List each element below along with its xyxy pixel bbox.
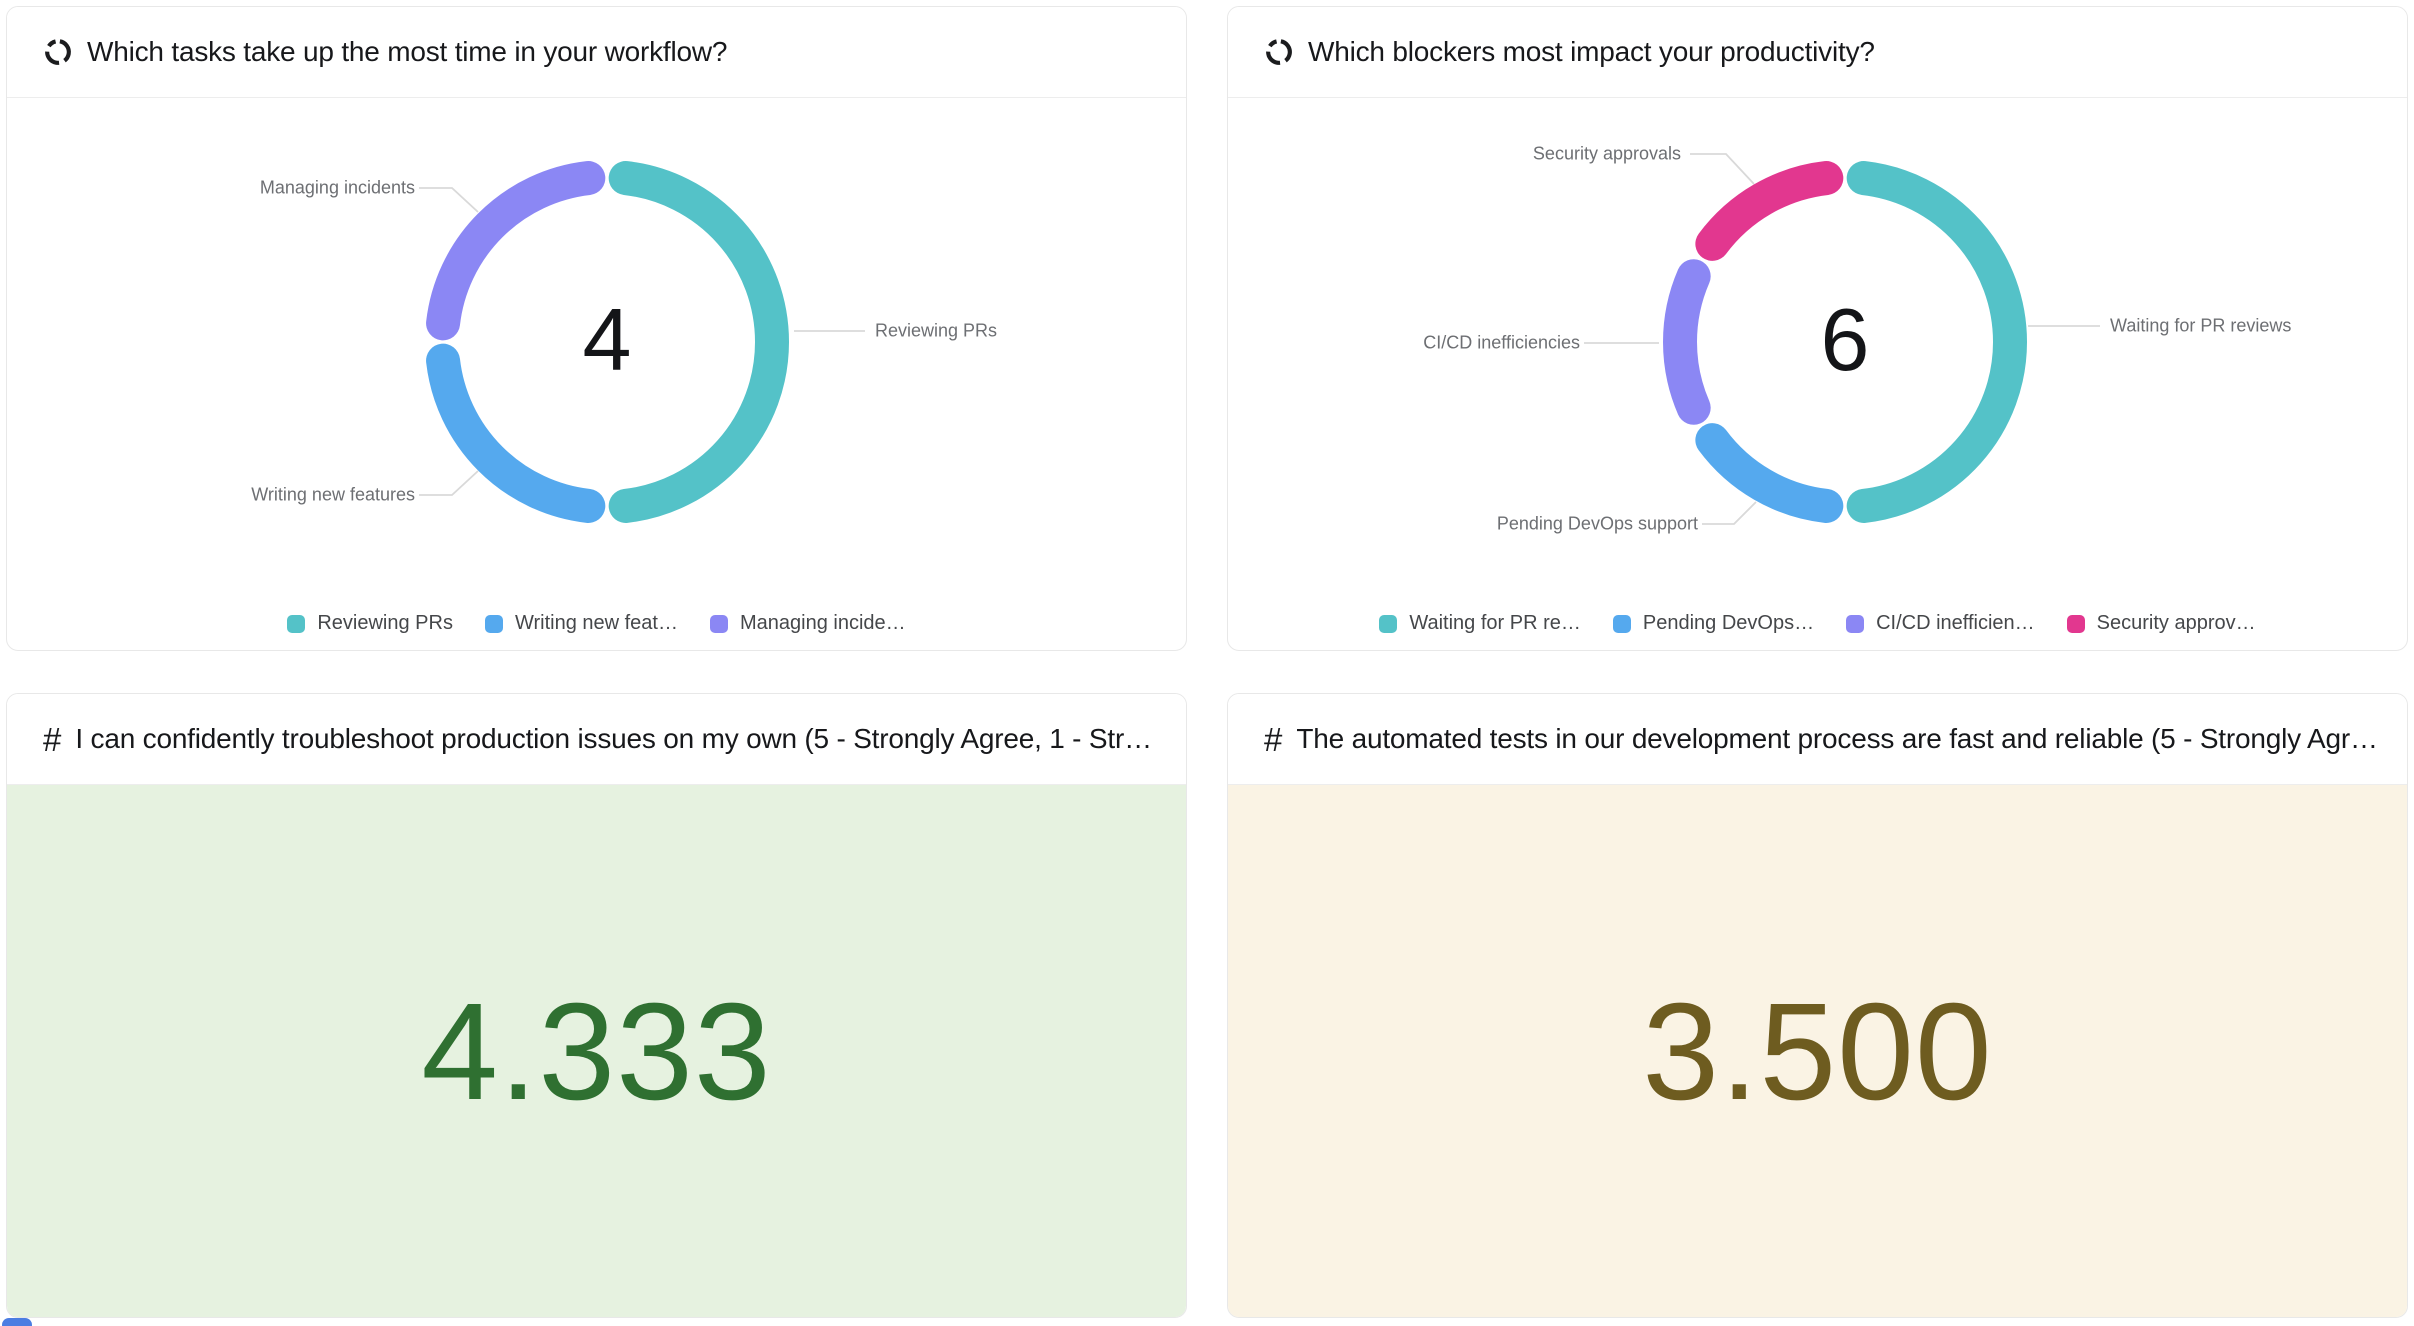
legend-label: Managing incide… (739, 612, 906, 634)
legend-swatch (1612, 614, 1631, 633)
donut-chart-icon (1266, 39, 1292, 65)
metric-value: 3.500 (1642, 974, 1993, 1129)
legend-item-reviewing-prs[interactable]: Reviewing PRs (287, 612, 453, 635)
legend-swatch (1379, 614, 1398, 633)
slice-label-pending-devops-support: Pending DevOps support (1496, 513, 1698, 534)
card-header: # I can confidently troubleshoot product… (7, 694, 1186, 785)
legend-label: Waiting for PR re… (1409, 612, 1581, 634)
number-panel: 3.500 (1228, 785, 2407, 1317)
legend-label: Writing new feat… (514, 612, 678, 634)
donut-segment-security-approvals[interactable] (1695, 161, 1844, 261)
card-title: Which tasks take up the most time in you… (87, 36, 728, 67)
slice-label-security-approvals: Security approvals (1532, 143, 1681, 164)
card-header: Which blockers most impact your producti… (1228, 7, 2407, 98)
slice-label-cicd-inefficiencies: CI/CD inefficiencies (1423, 332, 1580, 353)
donut-chart-area: 6 Security approvals CI/CD inefficiencie… (1228, 98, 2407, 650)
label-leader-lines (419, 187, 865, 496)
donut-chart (426, 161, 789, 523)
slice-label-waiting-for-pr-reviews: Waiting for PR reviews (2110, 315, 2292, 336)
donut-center-total: 4 (582, 290, 632, 389)
metric-value: 4.333 (421, 974, 772, 1129)
donut-center-total: 6 (1820, 290, 1870, 389)
legend-item-pending-devops-support[interactable]: Pending DevOps… (1612, 612, 1815, 635)
legend-label: Reviewing PRs (317, 612, 453, 634)
legend-item-security-approvals[interactable]: Security approv… (2066, 612, 2256, 635)
label-leader-lines (1584, 153, 2100, 525)
leader-line (419, 187, 479, 213)
legend-swatch (287, 614, 306, 633)
donut-segment-managing-incidents[interactable] (426, 161, 606, 341)
donut-segment-writing-new-features[interactable] (426, 343, 606, 523)
leader-line (419, 470, 479, 496)
leader-line (1690, 153, 1755, 185)
card-header: # The automated tests in our development… (1228, 694, 2407, 785)
legend-swatch (709, 614, 728, 633)
legend-swatch (2066, 614, 2085, 633)
card-automated-tests-rating: # The automated tests in our development… (1227, 693, 2408, 1318)
legend-swatch (484, 614, 503, 633)
slice-label-writing-new-features: Writing new features (251, 484, 415, 505)
card-tasks-donut: Which tasks take up the most time in you… (6, 6, 1187, 651)
slice-label-reviewing-prs: Reviewing PRs (875, 320, 998, 341)
donut-chart-icon (45, 39, 71, 65)
legend-item-managing-incidents[interactable]: Managing incide… (709, 612, 906, 635)
legend-item-writing-new-features[interactable]: Writing new feat… (484, 612, 678, 635)
chart-legend: Reviewing PRs Writing new feat… Managing… (7, 612, 1186, 635)
slice-label-managing-incidents: Managing incidents (259, 177, 415, 198)
donut-segment-reviewing-prs[interactable] (608, 161, 789, 523)
leader-line (1702, 501, 1757, 525)
legend-label: Security approv… (2096, 612, 2256, 634)
legend-item-cicd-inefficiencies[interactable]: CI/CD inefficien… (1846, 612, 2035, 635)
donut-segment-ci-cd-inefficiencies[interactable] (1663, 259, 1711, 425)
legend-label: Pending DevOps… (1642, 612, 1815, 634)
number-panel: 4.333 (7, 785, 1186, 1317)
legend-item-waiting-for-pr-reviews[interactable]: Waiting for PR re… (1379, 612, 1581, 635)
donut-chart (1663, 161, 2027, 523)
card-title: Which blockers most impact your producti… (1308, 36, 1875, 67)
legend-label: CI/CD inefficien… (1876, 612, 2035, 634)
hash-icon: # (1264, 720, 1283, 758)
card-title: The automated tests in our development p… (1296, 723, 2387, 754)
cutoff-element-bottom-left (2, 1318, 32, 1326)
card-title: I can confidently troubleshoot productio… (75, 723, 1166, 754)
card-blockers-donut: Which blockers most impact your producti… (1227, 6, 2408, 651)
donut-chart-area: 4 Managing incidents Reviewing PRs Writi… (7, 98, 1186, 650)
card-troubleshoot-rating: # I can confidently troubleshoot product… (6, 693, 1187, 1318)
hash-icon: # (43, 720, 62, 758)
card-header: Which tasks take up the most time in you… (7, 7, 1186, 98)
donut-segment-pending-devops-support[interactable] (1695, 423, 1844, 523)
legend-swatch (1846, 614, 1865, 633)
chart-legend: Waiting for PR re… Pending DevOps… CI/CD… (1228, 612, 2407, 635)
donut-segment-waiting-for-pr-reviews[interactable] (1846, 161, 2027, 523)
